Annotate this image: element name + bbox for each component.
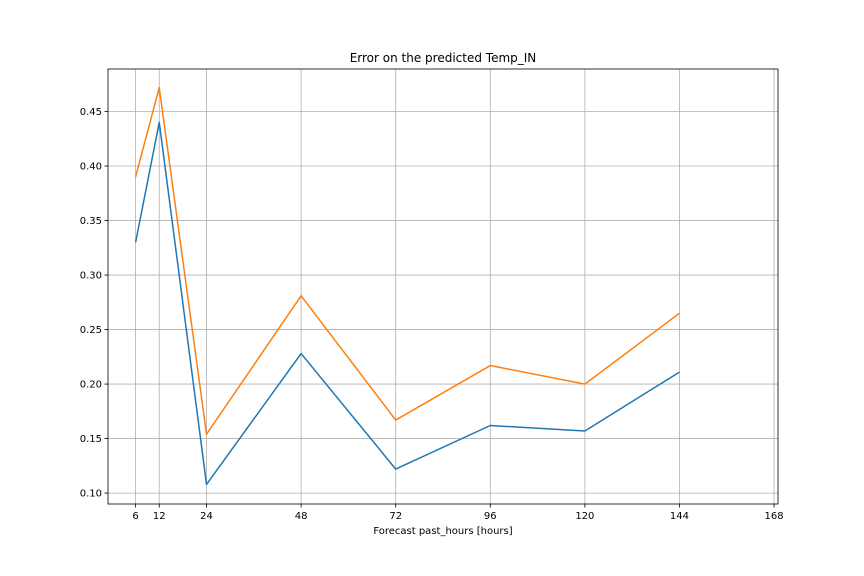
series-2-line xyxy=(134,86,680,435)
series-group xyxy=(134,86,680,486)
y-tick-label: 0.40 xyxy=(80,162,102,173)
x-tick-label: 6 xyxy=(132,511,138,522)
x-tick-label: 12 xyxy=(153,511,166,522)
x-tick-label: 72 xyxy=(389,511,402,522)
x-axis-label: Forecast past_hours [hours] xyxy=(373,526,512,537)
y-axis-ticks: 0.10 0.15 0.20 0.25 0.30 0.35 0.40 0.45 xyxy=(80,107,108,500)
x-tick-label: 48 xyxy=(295,511,308,522)
x-tick-label: 144 xyxy=(670,511,689,522)
grid xyxy=(108,69,778,504)
series-1-line xyxy=(134,121,680,486)
y-tick-label: 0.45 xyxy=(80,107,102,118)
x-tick-label: 96 xyxy=(484,511,497,522)
y-tick-label: 0.10 xyxy=(80,489,102,500)
y-tick-label: 0.30 xyxy=(80,271,102,282)
y-tick-label: 0.25 xyxy=(80,325,102,336)
x-tick-label: 120 xyxy=(575,511,594,522)
x-tick-label: 168 xyxy=(765,511,784,522)
chart-title: Error on the predicted Temp_IN xyxy=(350,51,537,65)
y-tick-label: 0.35 xyxy=(80,216,102,227)
x-tick-label: 24 xyxy=(200,511,213,522)
y-tick-label: 0.15 xyxy=(80,434,102,445)
plot-frame xyxy=(107,68,779,505)
x-axis-ticks: 6 12 24 48 72 96 120 144 168 xyxy=(132,504,784,522)
y-tick-label: 0.20 xyxy=(80,380,102,391)
